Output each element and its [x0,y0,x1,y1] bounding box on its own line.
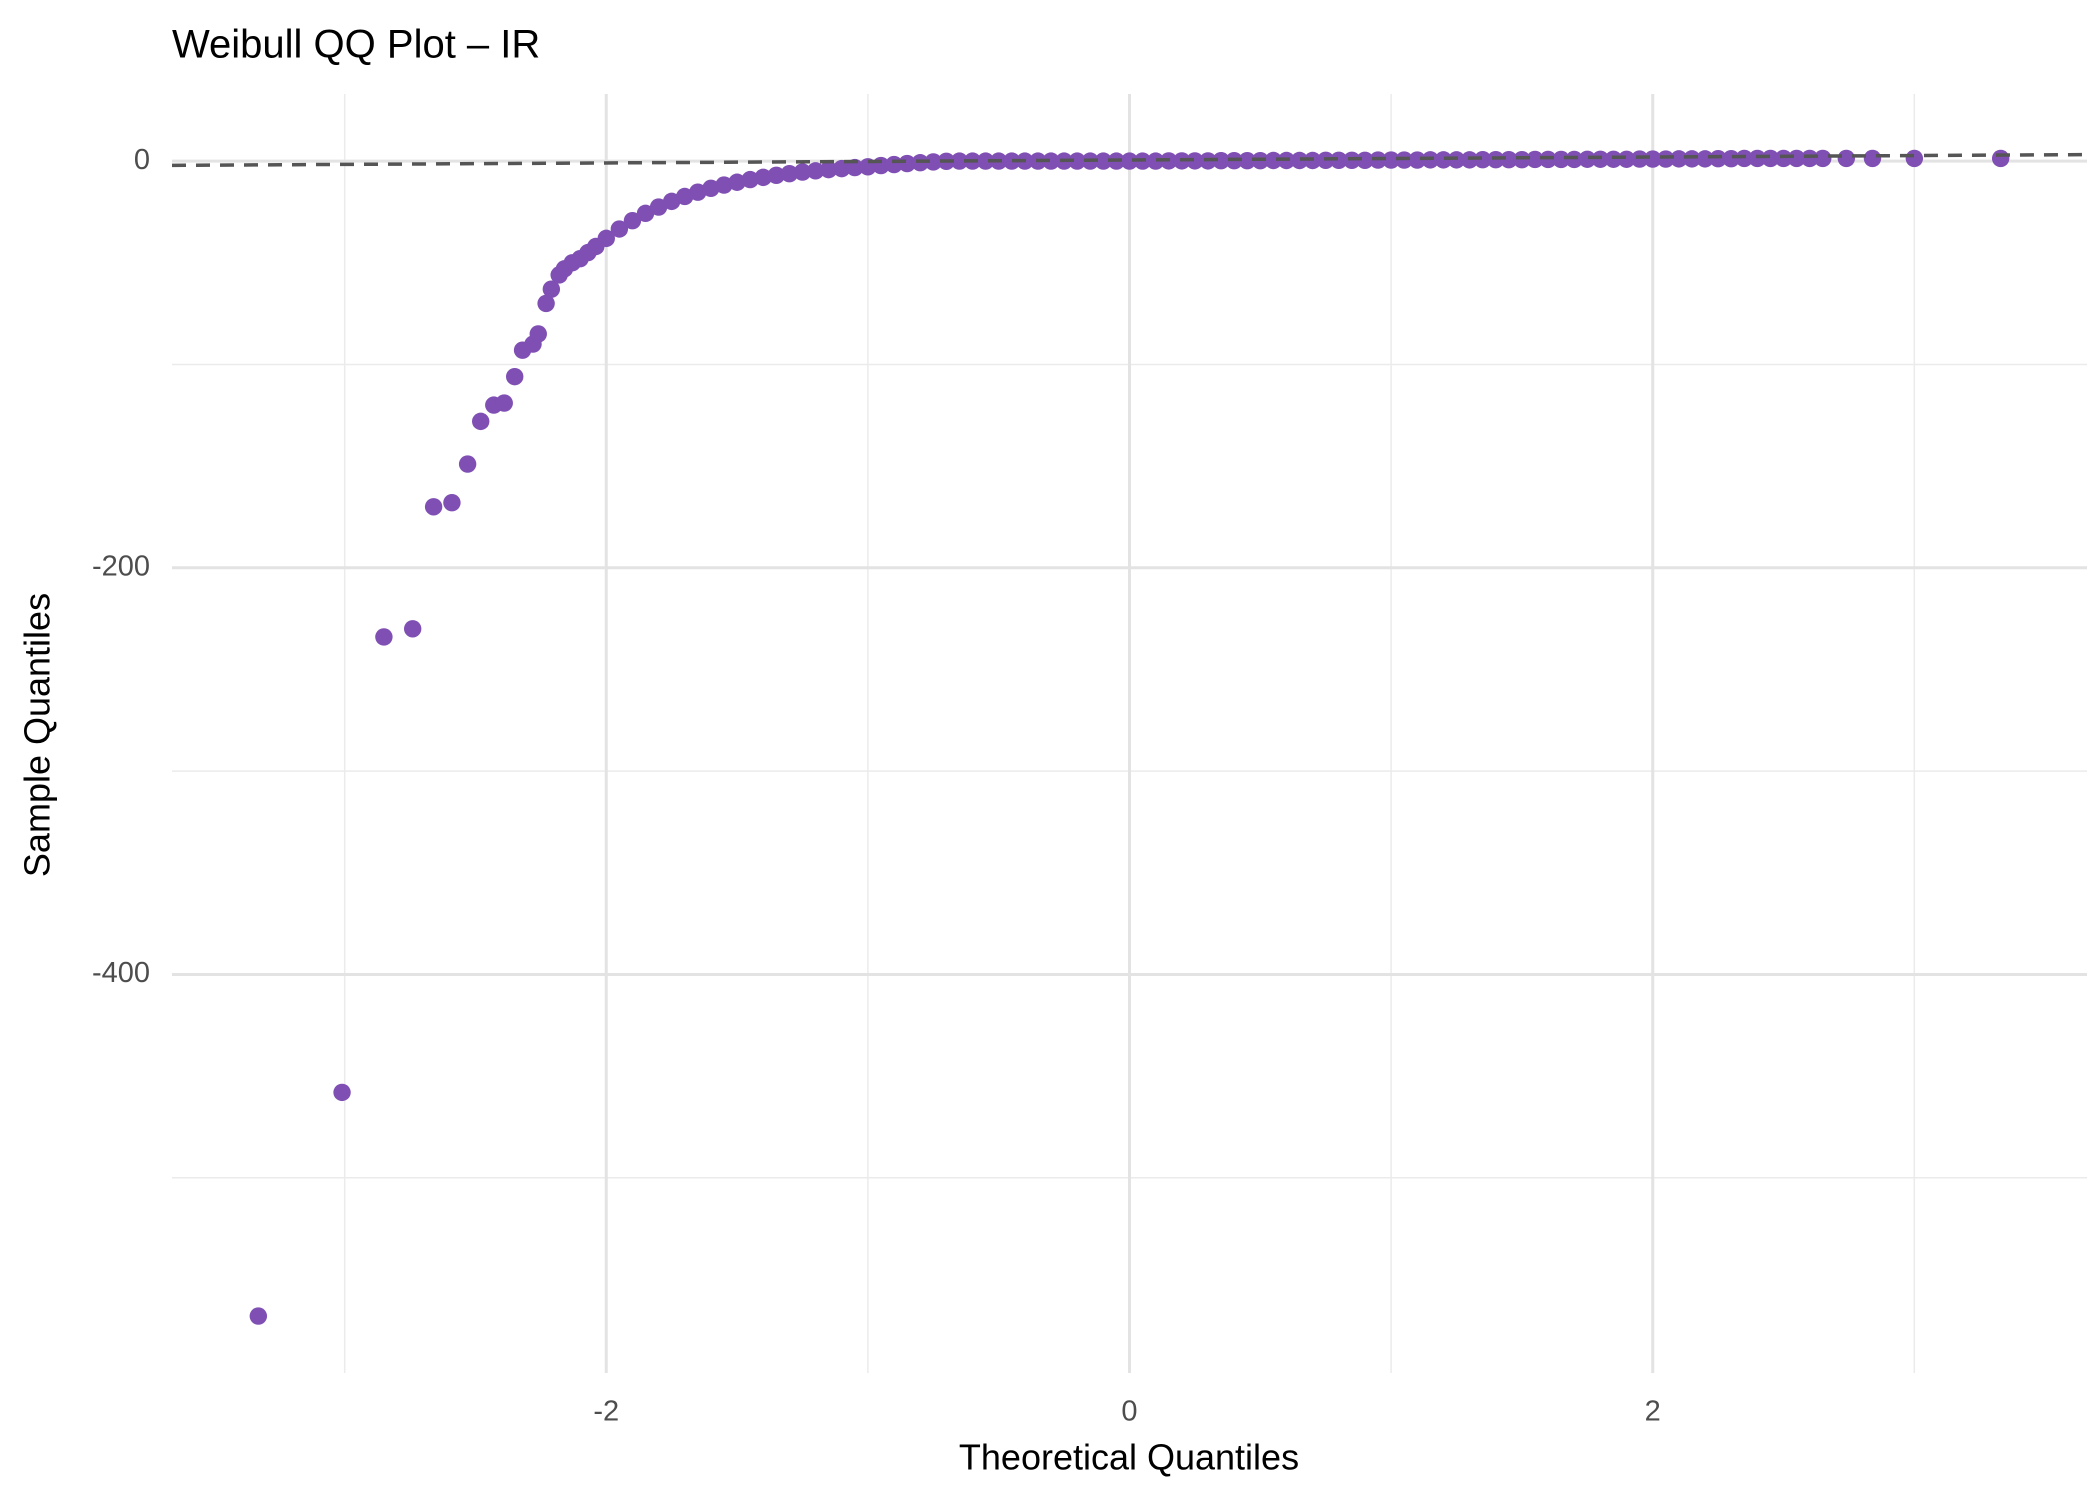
point [1120,152,1139,170]
y-tick-label: 0 [134,144,150,176]
point [623,211,642,230]
point [1905,149,1924,168]
point [1212,151,1230,170]
point [1356,151,1374,169]
point [924,153,942,171]
point [1657,150,1675,168]
point [1991,149,2010,168]
point [1094,152,1113,170]
point [767,166,786,185]
point [403,620,422,638]
point [1003,152,1021,170]
point [506,367,524,386]
point [741,170,759,189]
point [1630,150,1649,168]
point [597,229,615,248]
point [443,494,461,512]
point [833,159,851,178]
point [1500,150,1518,169]
point [819,160,838,179]
point [495,394,513,412]
x-tick-label: 0 [1121,1396,1137,1428]
point [458,455,477,473]
point [1042,152,1060,170]
point [780,165,799,183]
point [1565,150,1583,169]
point [1591,150,1610,168]
point [1696,150,1714,168]
point [424,498,443,516]
point [806,162,825,180]
y-tick-label: -200 [92,550,150,582]
point [702,179,720,198]
point [1800,149,1819,168]
reference-line [171,152,2088,168]
y-tick-label: -400 [92,957,150,989]
point [1382,151,1400,169]
point [375,628,393,646]
point [976,152,995,170]
point [1787,149,1806,168]
point [1552,150,1570,169]
point [1487,150,1505,169]
point [1709,149,1727,168]
point [610,220,629,238]
point [1264,151,1283,170]
x-axis-title: Theoretical Quantiles [959,1437,1299,1478]
point [1434,151,1453,169]
x-tick-label: 2 [1645,1396,1661,1428]
point [676,187,694,206]
point [1460,151,1479,169]
point [1186,152,1204,170]
point [1238,151,1256,170]
point [529,325,547,343]
point [333,1083,351,1102]
point [1761,149,1780,168]
point [542,280,561,298]
point [1330,151,1348,169]
point [1604,150,1623,168]
point [1735,149,1753,168]
point [636,204,655,223]
point [898,154,916,173]
chart-title: Weibull QQ Plot – IR [172,23,540,67]
point [715,176,733,194]
point [1748,149,1767,168]
point [1578,150,1597,168]
point [1526,150,1544,169]
x-tick-label: -2 [593,1396,619,1428]
point [950,152,969,170]
point [1068,152,1086,170]
point [1539,150,1557,169]
point [793,163,812,181]
point [662,192,681,211]
point [1774,149,1793,168]
point [728,173,746,191]
point [689,183,707,201]
point [1290,151,1309,170]
point [1683,150,1701,168]
point [1146,152,1165,170]
y-axis-title: Sample Quantiles [17,593,58,877]
point [472,412,490,431]
point [1408,151,1426,169]
point [1513,150,1531,169]
point [649,198,668,216]
point [537,294,555,313]
point [1722,149,1740,168]
point [754,168,772,187]
point [1473,150,1492,169]
point [1814,149,1832,168]
point [249,1307,268,1325]
point [1644,150,1662,168]
point [1670,150,1688,168]
point [1837,149,1856,168]
point [1863,149,1882,168]
point [1617,150,1636,168]
